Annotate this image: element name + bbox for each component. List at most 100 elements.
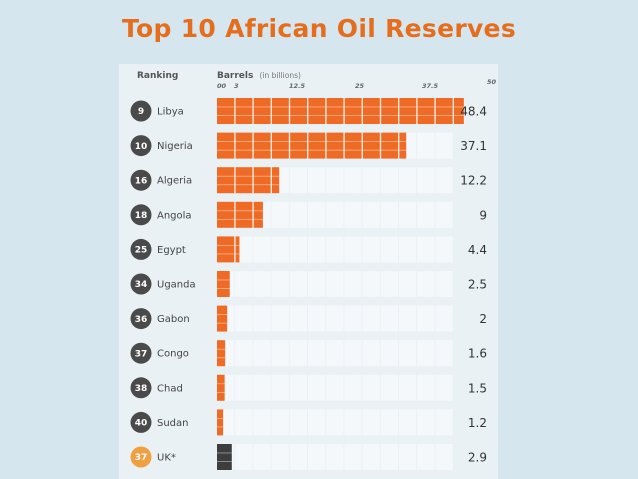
- grid-cell: [417, 444, 435, 470]
- x-axis-ticks: 00 3 12.5 25 37.5 50: [217, 78, 497, 90]
- grid-cell: [308, 201, 326, 228]
- barrels-unit: (in billions): [260, 71, 301, 80]
- bar-divider: [361, 132, 363, 159]
- grid-cell: [253, 271, 271, 297]
- country-label: Sudan: [157, 418, 189, 429]
- bar-divider: [252, 132, 254, 159]
- grid-cell: [271, 340, 289, 367]
- country-label: Nigeria: [157, 141, 193, 152]
- bar: [217, 374, 225, 401]
- rank-number: 37: [135, 453, 148, 463]
- rank-badge: [130, 135, 152, 157]
- x-tick-label: 37.5: [422, 82, 439, 90]
- grid-cell: [380, 305, 398, 332]
- chart-row: 34 Uganda 2.5: [130, 271, 487, 297]
- chart-row: 37 UK* 2.9: [130, 444, 487, 470]
- x-tick-label: 25: [355, 82, 365, 90]
- rank-badge: [130, 308, 152, 330]
- grid-cell: [399, 167, 417, 194]
- chart-title: Top 10 African Oil Reserves: [121, 14, 516, 43]
- grid-cell: [362, 305, 380, 332]
- grid-cell: [344, 340, 362, 367]
- grid-cell: [417, 236, 435, 263]
- bar: [217, 201, 263, 228]
- grid-cell: [308, 271, 326, 297]
- rank-number: 18: [135, 211, 148, 221]
- grid-cell: [253, 374, 271, 401]
- grid-cell: [253, 340, 271, 367]
- bar-seam: [217, 210, 263, 212]
- rank-number: 38: [135, 384, 148, 394]
- x-tick-label: 50: [487, 78, 497, 86]
- bar-divider: [234, 201, 236, 228]
- grid-cell: [253, 409, 271, 436]
- grid-cell: [271, 271, 289, 297]
- bar-seam: [217, 253, 240, 255]
- grid-cell: [326, 374, 344, 401]
- value-label: 12.2: [460, 174, 487, 188]
- ranking-header: Ranking: [137, 71, 178, 81]
- grid-cell: [417, 374, 435, 401]
- grid-cell: [289, 444, 307, 470]
- grid-cell: [362, 167, 380, 194]
- bar: [217, 167, 280, 194]
- bar-seam: [217, 383, 225, 385]
- grid-cell: [380, 374, 398, 401]
- value-label: 1.2: [468, 416, 487, 430]
- chart-rows: 9 Libya 48.4 10 Nigeria 37.1 16 Algeria 12.2 18 An…: [130, 98, 487, 470]
- bar-seam: [217, 391, 225, 393]
- chart-row: 37 Congo 1.6: [130, 340, 487, 367]
- grid-cell: [235, 236, 253, 263]
- bar-seam: [217, 417, 224, 419]
- grid-cell: [271, 305, 289, 332]
- grid-cell: [435, 305, 453, 332]
- grid-cell: [380, 271, 398, 297]
- grid-cell: [380, 236, 398, 263]
- bar-seam: [217, 149, 407, 151]
- grid-cell: [235, 340, 253, 367]
- grid-cell: [344, 236, 362, 263]
- bar: [217, 409, 224, 436]
- grid-cell: [435, 236, 453, 263]
- grid-cell: [289, 305, 307, 332]
- rank-number: 16: [135, 176, 148, 186]
- grid-cell: [435, 201, 453, 228]
- grid-cell: [326, 340, 344, 367]
- grid-cell: [399, 305, 417, 332]
- grid-cell: [417, 132, 435, 159]
- bar-divider: [288, 98, 291, 124]
- grid-cell: [289, 409, 307, 436]
- grid-cell: [417, 201, 435, 228]
- grid-cell: [344, 444, 362, 470]
- grid-cell: [271, 374, 289, 401]
- bar-seam: [217, 184, 280, 186]
- grid-cell: [308, 409, 326, 436]
- x-tick-label: 00: [217, 82, 227, 90]
- rank-number: 37: [135, 349, 148, 359]
- chart-row: 18 Angola 9: [130, 201, 487, 228]
- bar-seam: [217, 357, 226, 359]
- rank-number: 40: [135, 419, 148, 429]
- grid-cell: [344, 374, 362, 401]
- grid-cell: [435, 444, 453, 470]
- grid-cell: [435, 409, 453, 436]
- bar: [217, 271, 230, 297]
- bar: [217, 236, 240, 263]
- grid-cell: [289, 236, 307, 263]
- grid-cell: [308, 340, 326, 367]
- grid-cell: [399, 271, 417, 297]
- grid-cell: [289, 201, 307, 228]
- country-label: Congo: [157, 349, 189, 360]
- grid-cell: [399, 236, 417, 263]
- grid-cell: [435, 167, 453, 194]
- grid-cell: [326, 305, 344, 332]
- bar-divider: [270, 167, 272, 194]
- bar-divider: [234, 132, 236, 159]
- grid-cell: [435, 340, 453, 367]
- grid-cell: [399, 340, 417, 367]
- grid-cell: [235, 374, 253, 401]
- rank-badge: [130, 411, 152, 433]
- country-label: Libya: [157, 107, 184, 118]
- grid-cell: [362, 271, 380, 297]
- grid-cell: [362, 444, 380, 470]
